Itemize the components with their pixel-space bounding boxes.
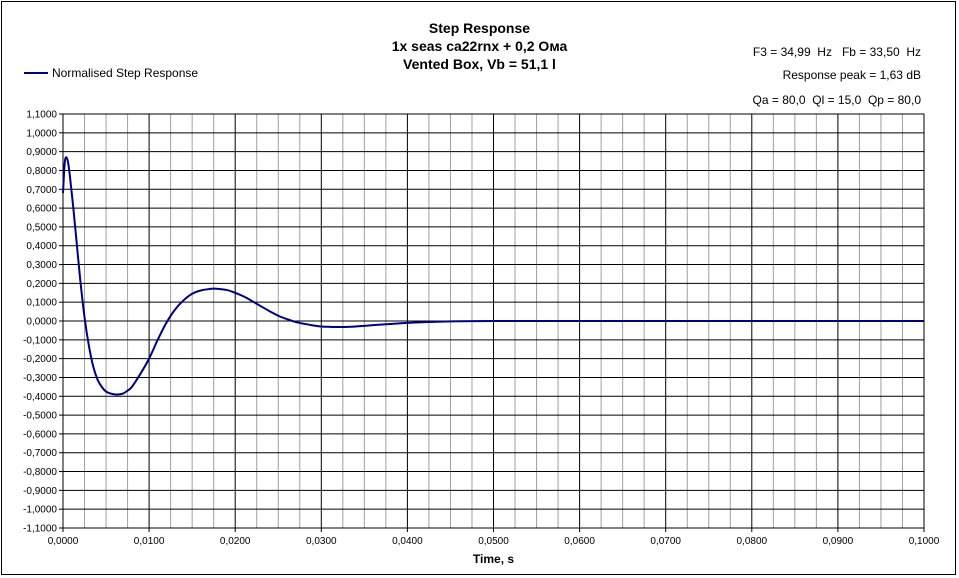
y-tick-label: 0,9000 (26, 147, 57, 158)
y-tick-label: 0,1000 (26, 298, 57, 309)
y-tick-label: 0,6000 (26, 204, 57, 215)
series-line-step-response (62, 156, 924, 396)
x-tick-label: 0,0700 (650, 536, 681, 547)
y-tick-label: 0,5000 (26, 222, 57, 233)
y-tick-label: -0,9000 (23, 486, 57, 497)
info-f3-fb: F3 = 34,99 Hz Fb = 33,50 Hz (752, 45, 921, 59)
x-tick-label: 0,0400 (392, 536, 423, 547)
chart-subtitle-driver: 1x seas ca22rnx + 0,2 Ома (391, 38, 568, 54)
x-tick-label: 0,1000 (909, 536, 940, 547)
legend-swatch (24, 72, 48, 74)
x-tick-label: 0,0200 (220, 536, 251, 547)
legend: Normalised Step Response (24, 66, 198, 80)
y-tick-label: 0,7000 (26, 185, 57, 196)
x-tick-label: 0,0800 (737, 536, 768, 547)
chart-subtitle-box: Vented Box, Vb = 51,1 l (403, 56, 556, 72)
y-tick-label: -0,6000 (23, 429, 57, 440)
y-tick-label: -0,3000 (23, 373, 57, 384)
x-tick-label: 0,0300 (306, 536, 337, 547)
info-response-peak: Response peak = 1,63 dB (782, 68, 921, 82)
x-tick-label: 0,0100 (134, 536, 165, 547)
x-tick-label: 0,0900 (823, 536, 854, 547)
x-tick-label: 0,0500 (478, 536, 509, 547)
x-tick-label: 0,0000 (48, 536, 79, 547)
y-tick-label: -0,2000 (23, 354, 57, 365)
y-tick-label: 1,0000 (26, 128, 57, 139)
y-tick-label: 0,0000 (26, 317, 57, 328)
y-tick-label: -0,1000 (23, 335, 57, 346)
y-tick-label: 0,4000 (26, 241, 57, 252)
y-tick-label: -0,5000 (23, 411, 57, 422)
y-tick-label: 0,8000 (26, 166, 57, 177)
y-tick-label: -1,1000 (23, 524, 57, 535)
x-axis-title: Time, s (473, 552, 514, 566)
y-tick-label: 0,3000 (26, 260, 57, 271)
info-q-values: Qa = 80,0 Ql = 15,0 Qp = 80,0 (752, 93, 921, 107)
y-tick-label: -0,8000 (23, 467, 57, 478)
chart-title: Step Response (428, 20, 531, 36)
y-tick-label: 0,2000 (26, 279, 57, 290)
x-tick-label: 0,0600 (564, 536, 595, 547)
y-tick-label: -0,4000 (23, 392, 57, 403)
y-tick-label: 1,1000 (26, 110, 57, 121)
legend-label: Normalised Step Response (52, 66, 199, 80)
y-tick-label: -1,0000 (23, 505, 57, 516)
y-tick-label: -0,7000 (23, 448, 57, 459)
